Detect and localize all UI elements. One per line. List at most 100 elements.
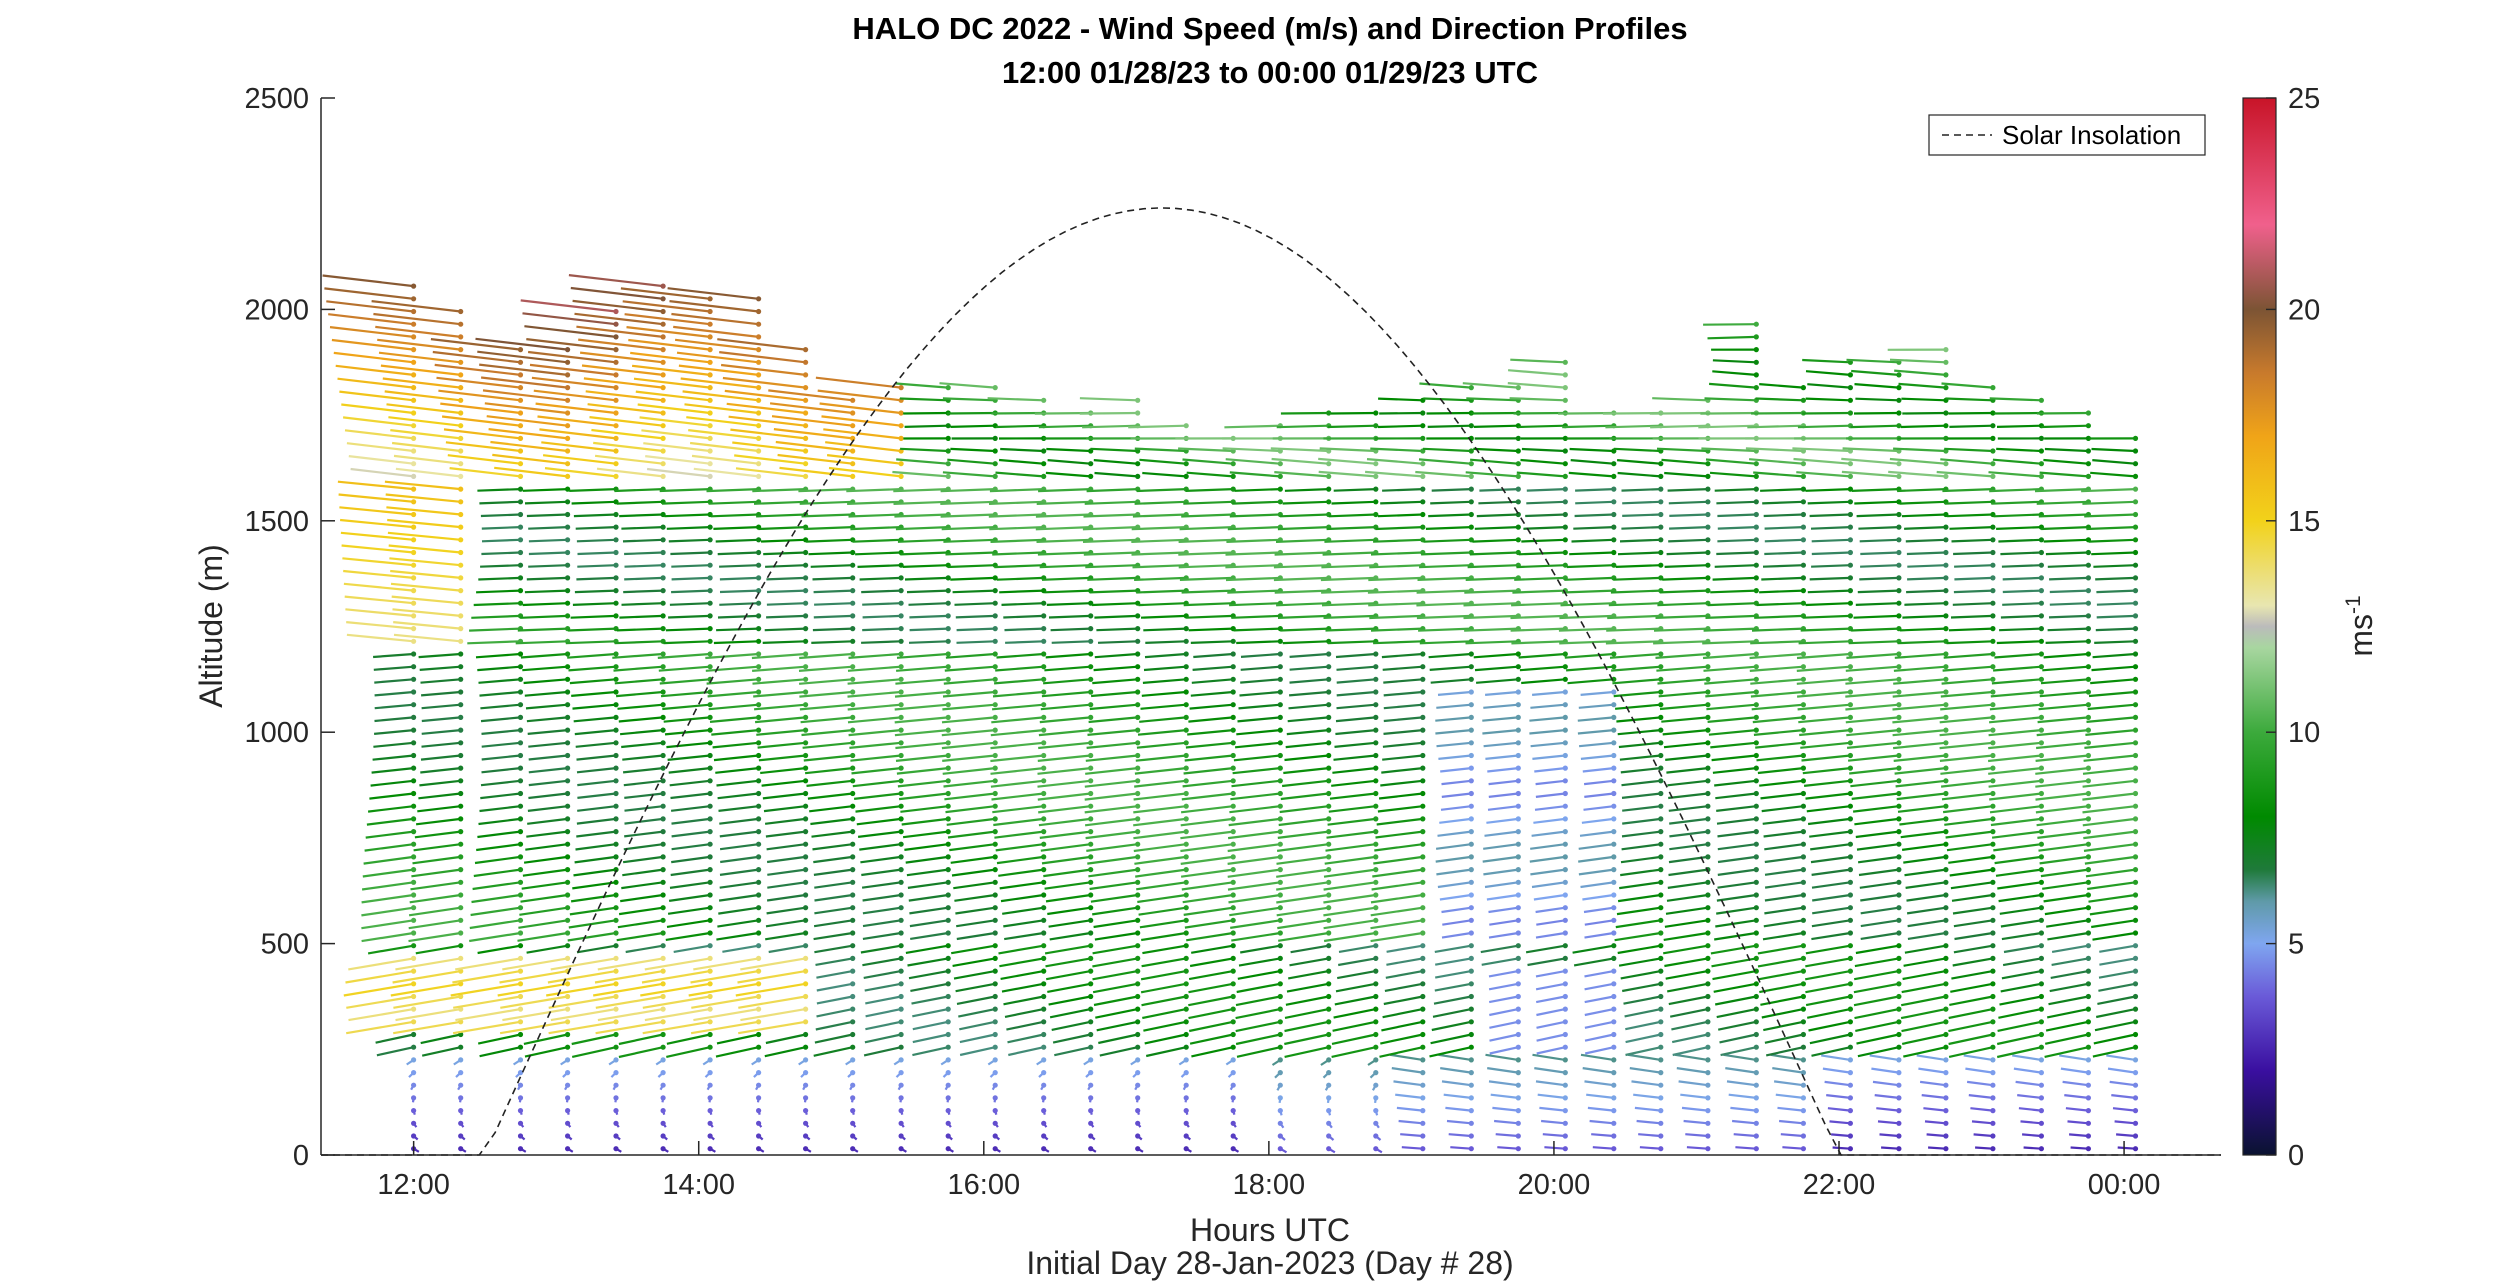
wind-barb (1710, 944, 1757, 955)
wind-barb (1847, 754, 1900, 762)
wind-barb (1138, 602, 1187, 607)
wind-barb (1530, 868, 1566, 876)
wind-barb (1380, 1033, 1424, 1045)
wind-barb-dot (1515, 702, 1521, 708)
wind-barb (862, 919, 902, 928)
wind-barb (1568, 471, 1614, 478)
wind-barb (477, 944, 521, 955)
wind-barb-dot (1326, 740, 1332, 746)
wind-barb (1797, 690, 1851, 698)
wind-barb (1493, 1119, 1519, 1125)
wind-barb-dot (707, 600, 713, 606)
wind-barb-dot (1943, 981, 1949, 987)
wind-barb (2111, 1094, 2136, 1099)
wind-barb-dot (1753, 943, 1759, 949)
wind-barb (470, 906, 521, 917)
wind-barb (766, 602, 806, 606)
wind-barb-dot (1515, 676, 1521, 682)
wind-barb (659, 488, 711, 493)
wind-barb (1098, 1033, 1138, 1045)
wind-barb (1714, 995, 1757, 1006)
wind-barb (1535, 779, 1566, 786)
wind-barb (1993, 411, 2042, 415)
wind-barb-dot (1705, 740, 1711, 746)
wind-barb-dot (1326, 1006, 1332, 1012)
wind-barb (667, 287, 759, 300)
wind-barb (1231, 931, 1281, 942)
wind-barb (1400, 1133, 1423, 1138)
wind-barb-dot (613, 511, 619, 518)
wind-barb-dot (2132, 955, 2139, 962)
wind-barb (1896, 792, 1947, 801)
wind-barb-dot (1515, 955, 1521, 962)
wind-barb (624, 564, 664, 568)
wind-barb (815, 1020, 853, 1031)
wind-barb-dot (1847, 1070, 1853, 1076)
wind-barb-dot (850, 790, 856, 797)
wind-barb-dot (613, 1019, 619, 1025)
wind-barb-dot (1041, 740, 1047, 746)
wind-barb-dot (1753, 676, 1759, 682)
wind-barb-dot (517, 1019, 524, 1025)
wind-barb-dot (458, 486, 464, 492)
wind-barb-dot (660, 1120, 666, 1126)
wind-barb-dot (707, 892, 713, 898)
wind-barb (1899, 500, 1946, 505)
wind-barb (1717, 855, 1757, 864)
wind-barb (622, 754, 664, 761)
wind-barb (2047, 564, 2089, 568)
wind-barb (956, 640, 996, 644)
wind-barb-dot (1135, 1146, 1141, 1152)
wind-barb (1751, 411, 1804, 415)
wind-barb (1711, 754, 1757, 762)
wind-barb (670, 868, 711, 877)
wind-barb-dot (1041, 917, 1047, 923)
wind-barb (862, 931, 902, 940)
wind-barb (1229, 906, 1281, 917)
wind-barb (895, 526, 949, 531)
wind-barb-dot (2132, 930, 2139, 936)
wind-barb-dot (2132, 1006, 2139, 1012)
wind-barb-dot (2038, 638, 2044, 644)
wind-barb (1001, 982, 1044, 993)
wind-barb-dot (1705, 562, 1711, 568)
wind-barb-dot (1896, 588, 1902, 594)
wind-barb-dot (517, 410, 524, 416)
wind-barb (1782, 1146, 1804, 1150)
wind-barb-dot (1041, 1031, 1047, 1038)
wind-barb (1921, 1094, 1947, 1099)
wind-barb (1529, 729, 1566, 735)
wind-barb-dot (1658, 676, 1664, 682)
wind-barb (710, 513, 759, 518)
wind-barb (411, 868, 461, 878)
wind-barb (671, 564, 711, 568)
wind-barb-dot (1753, 1031, 1759, 1038)
wind-barb (1189, 957, 1234, 968)
wind-barb-dot (1943, 943, 1949, 949)
wind-barb-dot (756, 892, 762, 898)
wind-barb-dot (992, 854, 998, 860)
wind-barb-dot (517, 600, 524, 606)
wind-barb (469, 627, 521, 632)
wind-barb (475, 652, 521, 659)
wind-barb-dot (458, 1146, 464, 1152)
wind-barb (1278, 931, 1329, 942)
wind-barb (1289, 652, 1329, 658)
wind-barb-dot (756, 1070, 762, 1076)
wind-barb (1049, 931, 1091, 941)
wind-barb-dot (850, 1044, 856, 1050)
wind-barb (1536, 1008, 1566, 1017)
wind-barb-dot (1562, 499, 1568, 505)
wind-barb-dot (1658, 905, 1664, 911)
wind-barb (1380, 500, 1423, 505)
wind-barb (1435, 716, 1472, 722)
wind-barb-dot (1041, 829, 1047, 835)
wind-barb (2044, 906, 2089, 916)
wind-barb (752, 665, 806, 672)
wind-barb-dot (613, 1095, 619, 1101)
wind-barb-dot (992, 968, 998, 974)
wind-barb (1276, 602, 1329, 607)
wind-barb-dot (1420, 790, 1426, 797)
wind-barb (1139, 716, 1187, 723)
wind-barb-dot (898, 740, 904, 746)
